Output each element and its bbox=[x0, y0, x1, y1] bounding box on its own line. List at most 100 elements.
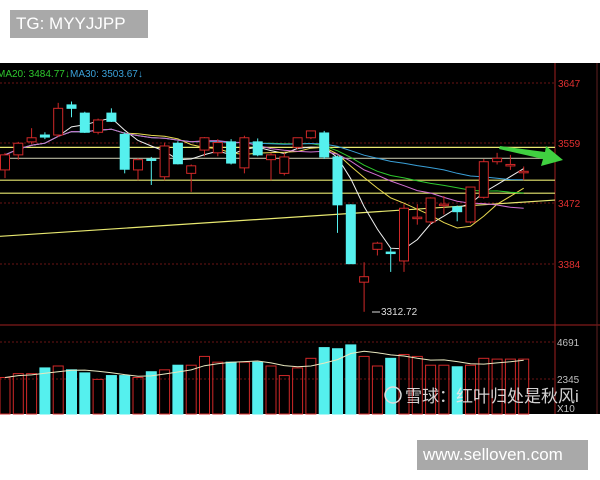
candle-body bbox=[332, 156, 343, 206]
candle-body bbox=[13, 142, 24, 156]
candle-body bbox=[266, 154, 276, 161]
xueqiu-watermark: 雪球：红叶归处是秋风i bbox=[405, 387, 579, 406]
volume-bar bbox=[26, 373, 38, 415]
volume-bar bbox=[478, 357, 490, 415]
candle-body bbox=[359, 276, 370, 283]
candle bbox=[13, 141, 24, 160]
candle bbox=[332, 155, 343, 233]
candle bbox=[385, 247, 396, 272]
volume-unit-label: X10 bbox=[557, 404, 575, 415]
xueqiu-logo-icon bbox=[384, 386, 402, 404]
volume-bar bbox=[318, 347, 330, 415]
candle bbox=[93, 118, 104, 135]
volume-bar bbox=[238, 361, 250, 415]
candle-body bbox=[199, 137, 210, 151]
candle-body bbox=[79, 112, 90, 133]
grid-lines bbox=[0, 82, 555, 380]
candle-body bbox=[412, 216, 423, 220]
candle bbox=[412, 204, 423, 225]
low-annotation: 3312.72 bbox=[381, 307, 418, 318]
candle-body bbox=[345, 204, 356, 265]
candle bbox=[292, 137, 303, 150]
volume-bar bbox=[66, 369, 77, 415]
candle-body bbox=[133, 159, 143, 171]
candle-body bbox=[478, 161, 489, 198]
candle bbox=[252, 138, 263, 157]
price-tick: 3472 bbox=[558, 199, 581, 210]
candle-body bbox=[226, 141, 237, 164]
volume-bar bbox=[371, 365, 383, 415]
volume-bar bbox=[491, 358, 503, 415]
candle-body bbox=[452, 206, 463, 213]
volume-bar bbox=[132, 376, 144, 415]
candle bbox=[266, 152, 276, 181]
candle-body bbox=[465, 186, 476, 223]
candle bbox=[119, 132, 130, 174]
volume-tick: 4691 bbox=[557, 338, 580, 349]
volume-bar bbox=[199, 355, 210, 415]
candle bbox=[199, 137, 210, 157]
candle bbox=[372, 241, 383, 256]
candle bbox=[478, 158, 489, 199]
candle-body bbox=[518, 170, 529, 174]
volume-bar bbox=[504, 358, 516, 415]
candle-body bbox=[106, 112, 117, 122]
volume-bar bbox=[252, 361, 264, 415]
candle bbox=[172, 141, 183, 165]
candle bbox=[106, 108, 117, 123]
site-watermark: www.selloven.com bbox=[417, 440, 588, 470]
candle bbox=[438, 195, 449, 215]
candle bbox=[186, 164, 197, 192]
volume-bar bbox=[225, 361, 237, 415]
candle-body bbox=[172, 142, 183, 165]
volume-bar bbox=[465, 364, 476, 415]
candle bbox=[345, 204, 356, 265]
volume-bar bbox=[185, 364, 197, 415]
volume-bar bbox=[332, 348, 343, 415]
candle-body bbox=[279, 156, 290, 174]
candle-body bbox=[252, 141, 263, 156]
candle bbox=[399, 204, 409, 272]
volume-bar bbox=[345, 344, 357, 415]
candle bbox=[505, 154, 516, 170]
volume-ma-line bbox=[4, 350, 524, 378]
candle bbox=[53, 102, 64, 138]
candle-body bbox=[26, 137, 37, 143]
volume-bar bbox=[12, 373, 24, 415]
tg-watermark: TG: MYYJJPP bbox=[10, 10, 148, 38]
candle-body bbox=[212, 142, 223, 154]
candle bbox=[133, 158, 143, 181]
volume-bar bbox=[145, 371, 157, 415]
moving-average-lines bbox=[4, 117, 524, 250]
candle-body bbox=[438, 203, 449, 207]
candle-body bbox=[39, 134, 50, 138]
volume-bar bbox=[52, 365, 64, 415]
volume-bar bbox=[398, 353, 410, 415]
candle-body bbox=[385, 251, 396, 255]
candle bbox=[26, 128, 37, 144]
candle bbox=[305, 130, 316, 140]
candle bbox=[518, 166, 529, 181]
candle-body bbox=[305, 130, 316, 139]
ma5-line bbox=[4, 117, 524, 250]
candle-body bbox=[146, 158, 157, 161]
ma30-label: MA30: 3503.67↓ bbox=[70, 69, 143, 80]
volume-bar bbox=[305, 357, 317, 415]
volume-bar bbox=[411, 355, 423, 415]
volume-tick: 2345 bbox=[557, 375, 580, 386]
candle-body bbox=[0, 154, 10, 171]
ma20-label: MA20: 3484.77↓ bbox=[0, 69, 70, 80]
candle bbox=[66, 101, 77, 118]
candle-body bbox=[372, 242, 383, 250]
volume-bar bbox=[518, 358, 530, 415]
volume-bar bbox=[425, 364, 437, 415]
volume-bar bbox=[451, 366, 463, 415]
candle bbox=[239, 135, 250, 174]
volume-bar bbox=[265, 365, 277, 415]
candle bbox=[39, 132, 50, 140]
volume-bar bbox=[159, 369, 171, 415]
candle-body bbox=[292, 137, 303, 148]
volume-bar bbox=[438, 364, 450, 415]
volume-bar bbox=[212, 361, 224, 415]
candles bbox=[0, 101, 529, 312]
